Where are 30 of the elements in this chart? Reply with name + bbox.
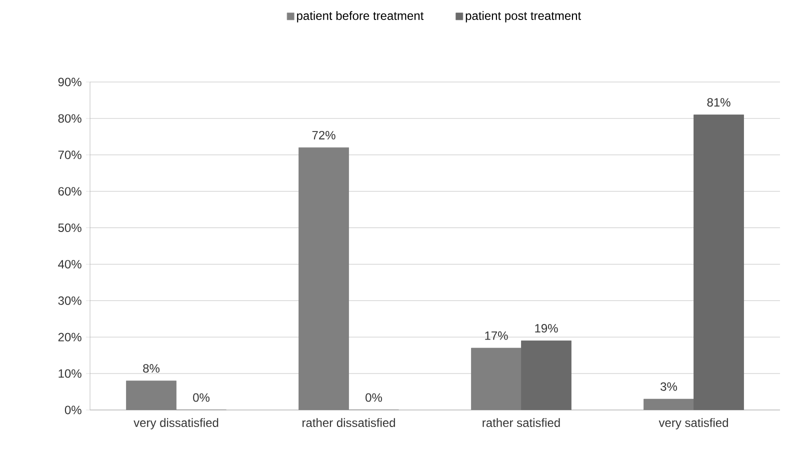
y-tick-label: 80% bbox=[58, 114, 82, 123]
legend-label: patient before treatment bbox=[297, 11, 424, 22]
y-tick-label: 10% bbox=[58, 369, 82, 378]
x-tick-label: rather dissatisfied bbox=[302, 418, 395, 428]
x-tick-label: very satisfied bbox=[658, 418, 728, 430]
data-label: 19% bbox=[535, 324, 558, 333]
y-tick-label: 90% bbox=[58, 78, 82, 86]
bar bbox=[471, 348, 522, 410]
data-label: 0% bbox=[366, 393, 382, 402]
data-label: 3% bbox=[660, 382, 678, 391]
bar bbox=[126, 380, 176, 410]
data-label: 81% bbox=[707, 98, 730, 107]
x-tick-label: rather satisfied bbox=[482, 418, 560, 428]
y-tick-label: 60% bbox=[58, 187, 82, 196]
x-tick-label: very dissatisfied bbox=[134, 418, 218, 430]
data-label: 72% bbox=[312, 130, 336, 140]
y-tick-label: 50% bbox=[58, 224, 82, 232]
legend-label: patient post treatment bbox=[466, 11, 582, 22]
data-label: 17% bbox=[485, 331, 508, 340]
y-tick-label: 30% bbox=[58, 296, 82, 305]
y-tick-label: 40% bbox=[58, 260, 82, 268]
y-tick-label: 0% bbox=[64, 406, 82, 414]
bar bbox=[298, 147, 349, 410]
bar bbox=[521, 340, 572, 410]
bar bbox=[644, 398, 694, 410]
data-label: 8% bbox=[143, 364, 160, 373]
data-label: 0% bbox=[193, 393, 210, 402]
bar bbox=[694, 114, 744, 410]
y-tick-label: 20% bbox=[58, 332, 82, 342]
y-tick-label: 70% bbox=[58, 150, 82, 160]
